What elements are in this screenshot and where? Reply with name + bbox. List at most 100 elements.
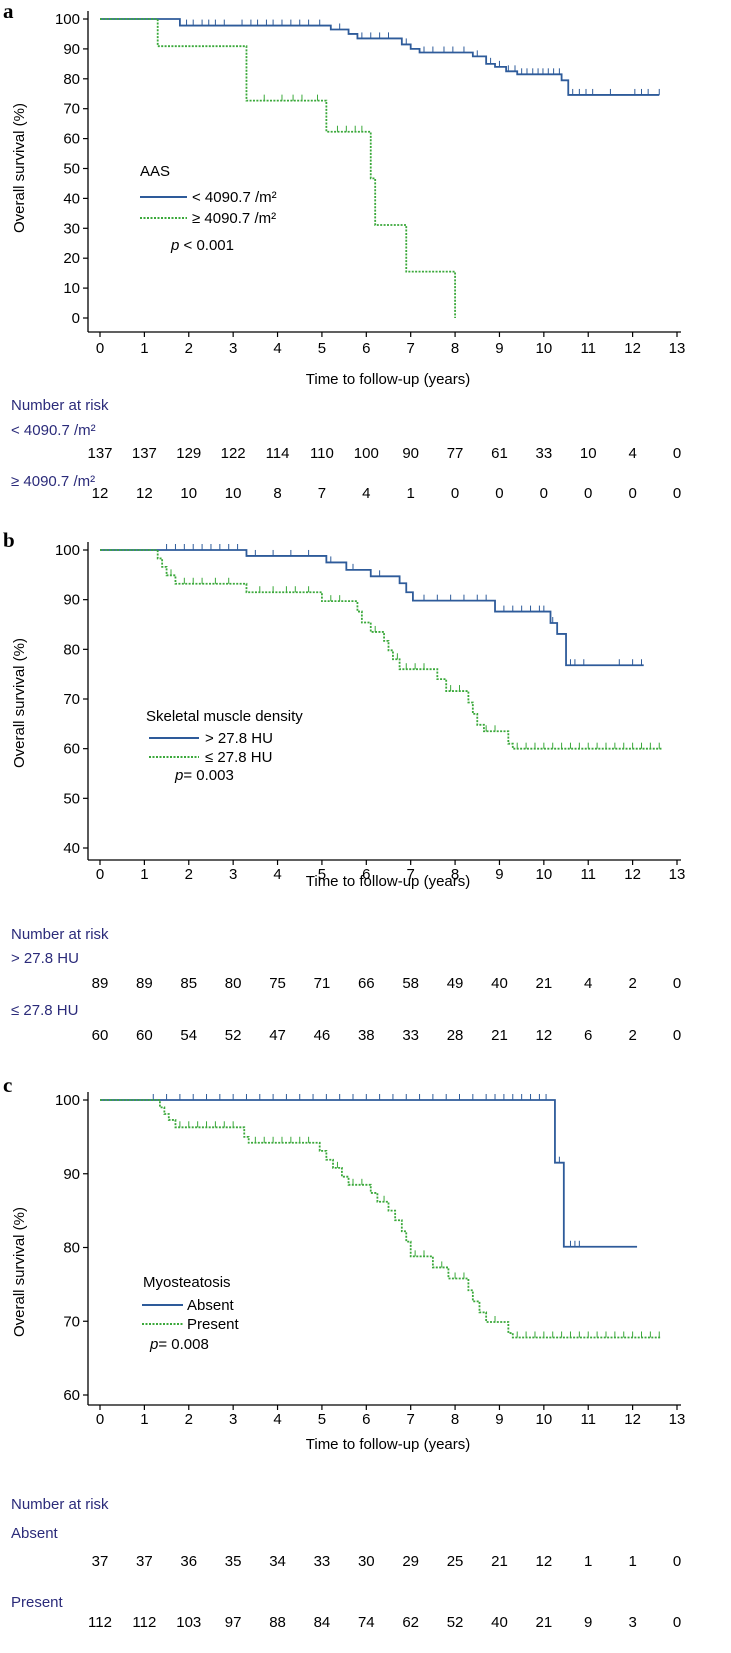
panel-b-x-tick-label: 2: [185, 866, 193, 883]
panel-b-risk-group-2-label: ≤ 27.8 HU: [11, 1002, 78, 1019]
panel-a-y-tick-label: 50: [63, 161, 80, 178]
panel-b-risk-group-1-value: 49: [447, 975, 464, 992]
panel-c-risk-group-1-value: 0: [673, 1553, 681, 1570]
panel-a-x-tick-label: 11: [580, 340, 596, 357]
panel-c-risk-group-1-label: Absent: [11, 1525, 59, 1542]
panel-a-risk-group-2-value: 1: [407, 485, 415, 502]
panel-a-risk-group-2-value: 0: [451, 485, 459, 502]
panel-a-risk-group-2-value: 8: [273, 485, 281, 502]
panel-a-risk-group-1-value: 90: [402, 445, 419, 462]
panel-c-x-tick-label: 10: [536, 1411, 553, 1428]
panel-c-risk-group-1-value: 35: [225, 1553, 242, 1570]
panel-a-pvalue: p < 0.001: [170, 237, 234, 254]
panel-c-risk-group-2-value: 112: [132, 1614, 156, 1631]
panel-b-risk-group-2-value: 6: [584, 1027, 592, 1044]
panel-a-p-text: < 0.001: [179, 237, 234, 254]
panel-b-x-tick-label: 12: [624, 866, 641, 883]
panel-b-pvalue: p= 0.003: [174, 767, 234, 784]
panel-c-risk-group-1-value: 1: [584, 1553, 592, 1570]
panel-a-legend-label-1: < 4090.7 /m²: [192, 189, 277, 206]
panel-a-risk-group-1-label: < 4090.7 /m²: [11, 422, 96, 439]
panel-c-x-tick-label: 12: [624, 1411, 641, 1428]
panel-c-risk-group-2-value: 103: [176, 1614, 201, 1631]
panel-b-risk-group-2-value: 54: [180, 1027, 197, 1044]
panel-b-risk-group-1-value: 58: [402, 975, 419, 992]
panel-b-y-tick-label: 80: [63, 641, 80, 658]
panel-a-risk-group-2-value: 0: [495, 485, 503, 502]
panel-a-x-tick-label: 0: [96, 340, 104, 357]
panel-a-risk-group-1-value: 0: [673, 445, 681, 462]
panel-c-series-1-line: [100, 1099, 638, 1248]
panel-c-x-tick-label: 9: [495, 1411, 503, 1428]
panel-c-risk-group-2-value: 3: [628, 1614, 636, 1631]
panel-c-xlabel: Time to follow-up (years): [306, 1436, 471, 1453]
panel-a-risk-group-2-value: 10: [225, 485, 242, 502]
panel-a-risk-group-2-value: 12: [136, 485, 153, 502]
panel-b-y-tick-label: 60: [63, 741, 80, 758]
panel-a-y-tick-label: 40: [63, 190, 80, 207]
panel-c-risk-group-2-value: 52: [447, 1614, 464, 1631]
panel-a-risk-group-1-value: 137: [132, 445, 157, 462]
panel-b-risk-group-1-value: 66: [358, 975, 375, 992]
panel-c-risk-group-2-value: 62: [402, 1614, 419, 1631]
panel-b-risk-group-2-value: 28: [447, 1027, 464, 1044]
panel-c-series-2-line: [100, 1099, 662, 1339]
panel-b-risk-group-1-value: 21: [536, 975, 553, 992]
panel-c-risk-group-2-value: 9: [584, 1614, 592, 1631]
panel-a-y-tick-label: 0: [72, 310, 80, 327]
panel-b-p-text: = 0.003: [183, 767, 233, 784]
panel-a-legend-label-2: ≥ 4090.7 /m²: [192, 210, 276, 227]
panel-c-risk-group-2-value: 21: [536, 1614, 553, 1631]
panel-b-x-tick-label: 0: [96, 866, 104, 883]
panel-c-risk-group-1-value: 1: [628, 1553, 636, 1570]
panel-a-xlabel: Time to follow-up (years): [306, 371, 471, 388]
panel-a-legend-title: AAS: [140, 163, 170, 180]
panel-a-letter: a: [3, 0, 14, 23]
panel-a-y-tick-label: 100: [55, 11, 80, 28]
panel-a-y-tick-label: 80: [63, 71, 80, 88]
panel-c-series: [100, 1094, 662, 1339]
panel-b-risk-group-1-value: 80: [225, 975, 242, 992]
panel-a-x-tick-label: 7: [407, 340, 415, 357]
panel-a-risk-group-1-value: 4: [628, 445, 636, 462]
panel-c-p-symbol: p: [149, 1336, 158, 1353]
panel-a-x-tick-label: 1: [140, 340, 148, 357]
panel-c-x-tick-label: 8: [451, 1411, 459, 1428]
panel-c-x-tick-label: 7: [407, 1411, 415, 1428]
panel-a-risk-group-2-value: 7: [318, 485, 326, 502]
panel-b-y-tick-label: 50: [63, 790, 80, 807]
panel-c-risk-group-1-value: 29: [402, 1553, 419, 1570]
panel-a-risk-group-2-label: ≥ 4090.7 /m²: [11, 473, 95, 490]
panel-a-x-tick-label: 13: [669, 340, 686, 357]
panel-b-series: [100, 544, 662, 750]
panel-b-legend-label-1: > 27.8 HU: [205, 730, 273, 747]
panel-c-risk-group-2-value: 88: [269, 1614, 286, 1631]
panel-b-legend-label-2: ≤ 27.8 HU: [205, 749, 272, 766]
panel-b-x-tick-label: 7: [407, 866, 415, 883]
panel-b-risk-group-2-value: 52: [225, 1027, 242, 1044]
panel-b-legend: Skeletal muscle density > 27.8 HU ≤ 27.8…: [146, 708, 303, 784]
panel-b-risk-group-2-value: 60: [136, 1027, 153, 1044]
panel-b-risk-group-2-value: 0: [673, 1027, 681, 1044]
panel-b-y-tick-label: 40: [63, 840, 80, 857]
panel-c-risk-group-2-value: 112: [88, 1614, 112, 1631]
panel-b-risk-group-2-value: 60: [92, 1027, 109, 1044]
panel-a-y-tick-label: 60: [63, 131, 80, 148]
panel-a-x-tick-label: 5: [318, 340, 326, 357]
panel-b-x-tick-label: 13: [669, 866, 686, 883]
panel-a-series-1-line: [100, 18, 660, 96]
panel-a-x-tick-label: 9: [495, 340, 503, 357]
panel-b-risk-title: Number at risk: [11, 926, 109, 943]
panel-c-x-tick-label: 13: [669, 1411, 686, 1428]
panel-c-risk-group-1-value: 30: [358, 1553, 375, 1570]
panel-b-x-tick-label: 1: [140, 866, 148, 883]
panel-a-risk-group-2-value: 0: [673, 485, 681, 502]
panel-c-x-tick-label: 5: [318, 1411, 326, 1428]
panel-c-risk-group-1-value: 37: [136, 1553, 153, 1570]
panel-c-risk-group-2-value: 97: [225, 1614, 242, 1631]
panel-a-p-symbol: p: [170, 237, 179, 254]
panel-b-risk-table: Number at risk > 27.8 HU ≤ 27.8 HU 89 89 8…: [11, 926, 681, 1044]
panel-c: c Overall survival (%) Time to follow-up…: [3, 1075, 685, 1631]
